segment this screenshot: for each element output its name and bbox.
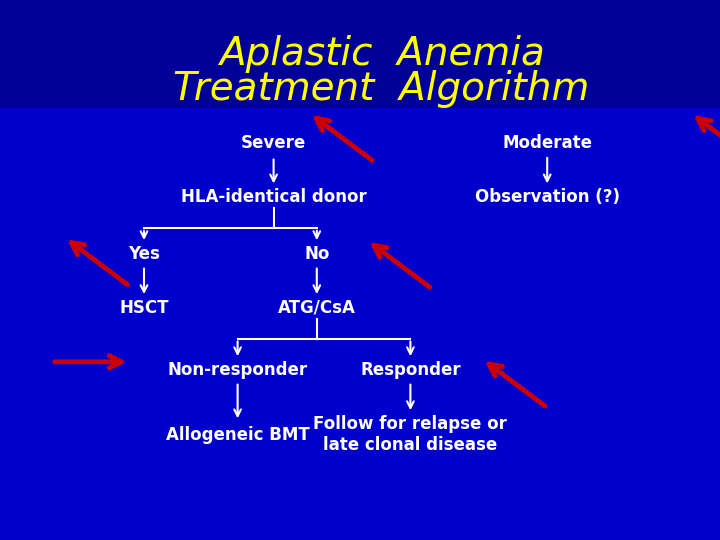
Text: No: No <box>304 245 330 263</box>
Text: Non-responder: Non-responder <box>168 361 307 379</box>
Text: HLA-identical donor: HLA-identical donor <box>181 188 366 206</box>
Text: ATG/CsA: ATG/CsA <box>278 299 356 317</box>
Text: Moderate: Moderate <box>503 134 593 152</box>
Text: Treatment  Algorithm: Treatment Algorithm <box>174 70 590 108</box>
Text: Allogeneic BMT: Allogeneic BMT <box>166 426 310 444</box>
FancyBboxPatch shape <box>0 0 720 108</box>
Text: Follow for relapse or
late clonal disease: Follow for relapse or late clonal diseas… <box>313 415 508 454</box>
Text: Yes: Yes <box>128 245 160 263</box>
Text: Responder: Responder <box>360 361 461 379</box>
Text: Aplastic  Anemia: Aplastic Anemia <box>219 35 544 73</box>
Text: Observation (?): Observation (?) <box>474 188 620 206</box>
Text: HSCT: HSCT <box>120 299 168 317</box>
Text: Severe: Severe <box>241 134 306 152</box>
